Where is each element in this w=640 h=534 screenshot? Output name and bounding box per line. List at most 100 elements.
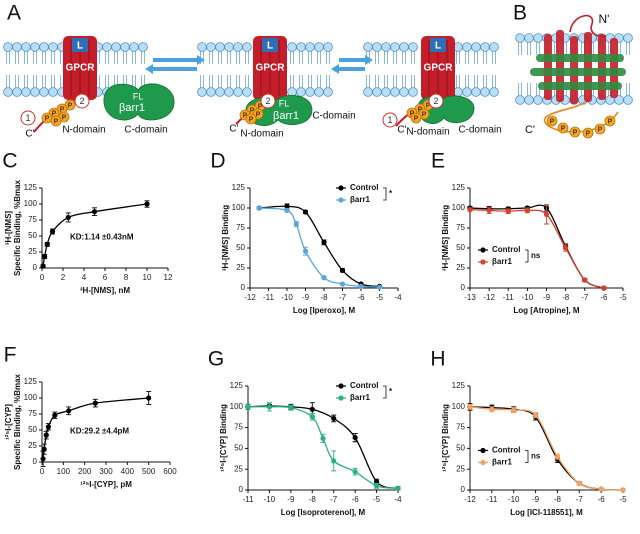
label: ³H-[NMS] Binding bbox=[441, 205, 450, 271]
phosphate bbox=[245, 113, 257, 125]
lipid-head bbox=[233, 87, 243, 97]
label: 125 bbox=[452, 183, 466, 192]
lipid-head bbox=[30, 87, 40, 97]
data-point bbox=[245, 404, 251, 410]
label: 12 bbox=[164, 273, 173, 282]
label: 6 bbox=[103, 273, 108, 282]
data-point bbox=[511, 407, 517, 413]
lipid-head bbox=[399, 42, 409, 52]
phosphate bbox=[582, 127, 594, 139]
label: -8 bbox=[320, 293, 328, 302]
label: 0 bbox=[461, 485, 466, 494]
label: P bbox=[250, 107, 255, 114]
fit-curve bbox=[259, 207, 380, 288]
label: 125 bbox=[452, 381, 466, 390]
data-point bbox=[266, 404, 273, 410]
label: C-domain bbox=[312, 111, 355, 122]
data-point bbox=[582, 277, 588, 283]
data-point bbox=[563, 245, 569, 251]
lipid-head bbox=[138, 42, 148, 52]
label: -6 bbox=[598, 495, 606, 504]
data-point bbox=[320, 435, 326, 442]
label: * bbox=[389, 189, 393, 198]
label: P bbox=[414, 115, 419, 122]
label: 100 bbox=[232, 203, 246, 212]
label: N-domain bbox=[240, 129, 283, 140]
label: 75 bbox=[28, 409, 37, 418]
label: 25 bbox=[28, 441, 37, 450]
label: βarr1 bbox=[350, 393, 371, 402]
label: 100 bbox=[230, 402, 244, 411]
label: 100 bbox=[57, 467, 71, 476]
label: 50 bbox=[456, 444, 465, 453]
label: -10 bbox=[522, 293, 534, 302]
lipid-head bbox=[21, 87, 31, 97]
lipid-head bbox=[524, 33, 534, 43]
data-point bbox=[49, 228, 56, 235]
label: ¹²⁵I-[CYP], pM bbox=[80, 480, 132, 489]
legend-marker bbox=[338, 185, 344, 191]
label: 25 bbox=[456, 464, 465, 473]
data-point bbox=[376, 284, 383, 290]
label: 10 bbox=[143, 273, 152, 282]
data-point bbox=[331, 415, 337, 422]
lipid-head bbox=[197, 87, 207, 97]
label: P bbox=[54, 118, 59, 125]
data-point bbox=[284, 207, 290, 213]
data-point bbox=[467, 207, 473, 213]
lipid-head bbox=[242, 42, 252, 52]
label: 50 bbox=[234, 444, 243, 453]
lipid-head bbox=[489, 42, 499, 52]
label: 75 bbox=[456, 223, 465, 232]
lipid-head bbox=[489, 87, 499, 97]
label: ns bbox=[531, 251, 541, 260]
lipid-head bbox=[296, 87, 306, 97]
label: C' bbox=[25, 129, 34, 140]
label: -5 bbox=[376, 293, 384, 302]
data-point bbox=[373, 483, 380, 489]
fit-curve bbox=[469, 204, 605, 289]
data-point bbox=[41, 446, 47, 452]
data-point bbox=[395, 485, 401, 491]
label: KD:1.14 ±0.43nM bbox=[70, 233, 134, 242]
label: L bbox=[77, 41, 83, 52]
lipid-head bbox=[3, 87, 13, 97]
data-point bbox=[288, 405, 294, 411]
label: -9 bbox=[543, 293, 551, 302]
data-point bbox=[352, 469, 358, 475]
label: KD:29.2 ±4.4pM bbox=[70, 427, 129, 436]
label: P bbox=[418, 106, 423, 113]
helix bbox=[544, 34, 552, 100]
lipid-head bbox=[462, 87, 472, 97]
label: -10 bbox=[508, 495, 520, 504]
label: FL bbox=[133, 91, 144, 101]
data-point bbox=[44, 241, 50, 247]
data-point bbox=[620, 487, 626, 493]
label: P bbox=[608, 118, 613, 125]
data-point bbox=[40, 456, 46, 462]
arrow bbox=[145, 64, 197, 74]
label: Log [ICI-118551], M bbox=[510, 508, 583, 517]
bracket bbox=[525, 249, 529, 263]
phosphate bbox=[557, 122, 569, 134]
label: 2 bbox=[61, 273, 66, 282]
label: -11 bbox=[263, 293, 275, 302]
site-marker bbox=[428, 93, 444, 109]
bracket bbox=[383, 187, 387, 201]
label: 100 bbox=[24, 199, 38, 208]
ligand bbox=[72, 38, 88, 52]
label: P bbox=[60, 106, 65, 113]
data-point bbox=[52, 412, 58, 418]
lipid-head bbox=[533, 33, 543, 43]
lipid-head bbox=[242, 87, 252, 97]
label: 75 bbox=[28, 215, 37, 224]
label: ³H-[NMS] Binding bbox=[221, 205, 230, 271]
label: C' bbox=[397, 125, 406, 136]
lipid-head bbox=[363, 42, 373, 52]
label: -11 bbox=[486, 495, 498, 504]
lipid-head bbox=[515, 95, 525, 105]
label: P bbox=[68, 102, 73, 109]
label: Log [Iperoxo], M bbox=[293, 306, 356, 315]
fit-curve bbox=[247, 405, 399, 489]
phosphate bbox=[594, 123, 606, 135]
